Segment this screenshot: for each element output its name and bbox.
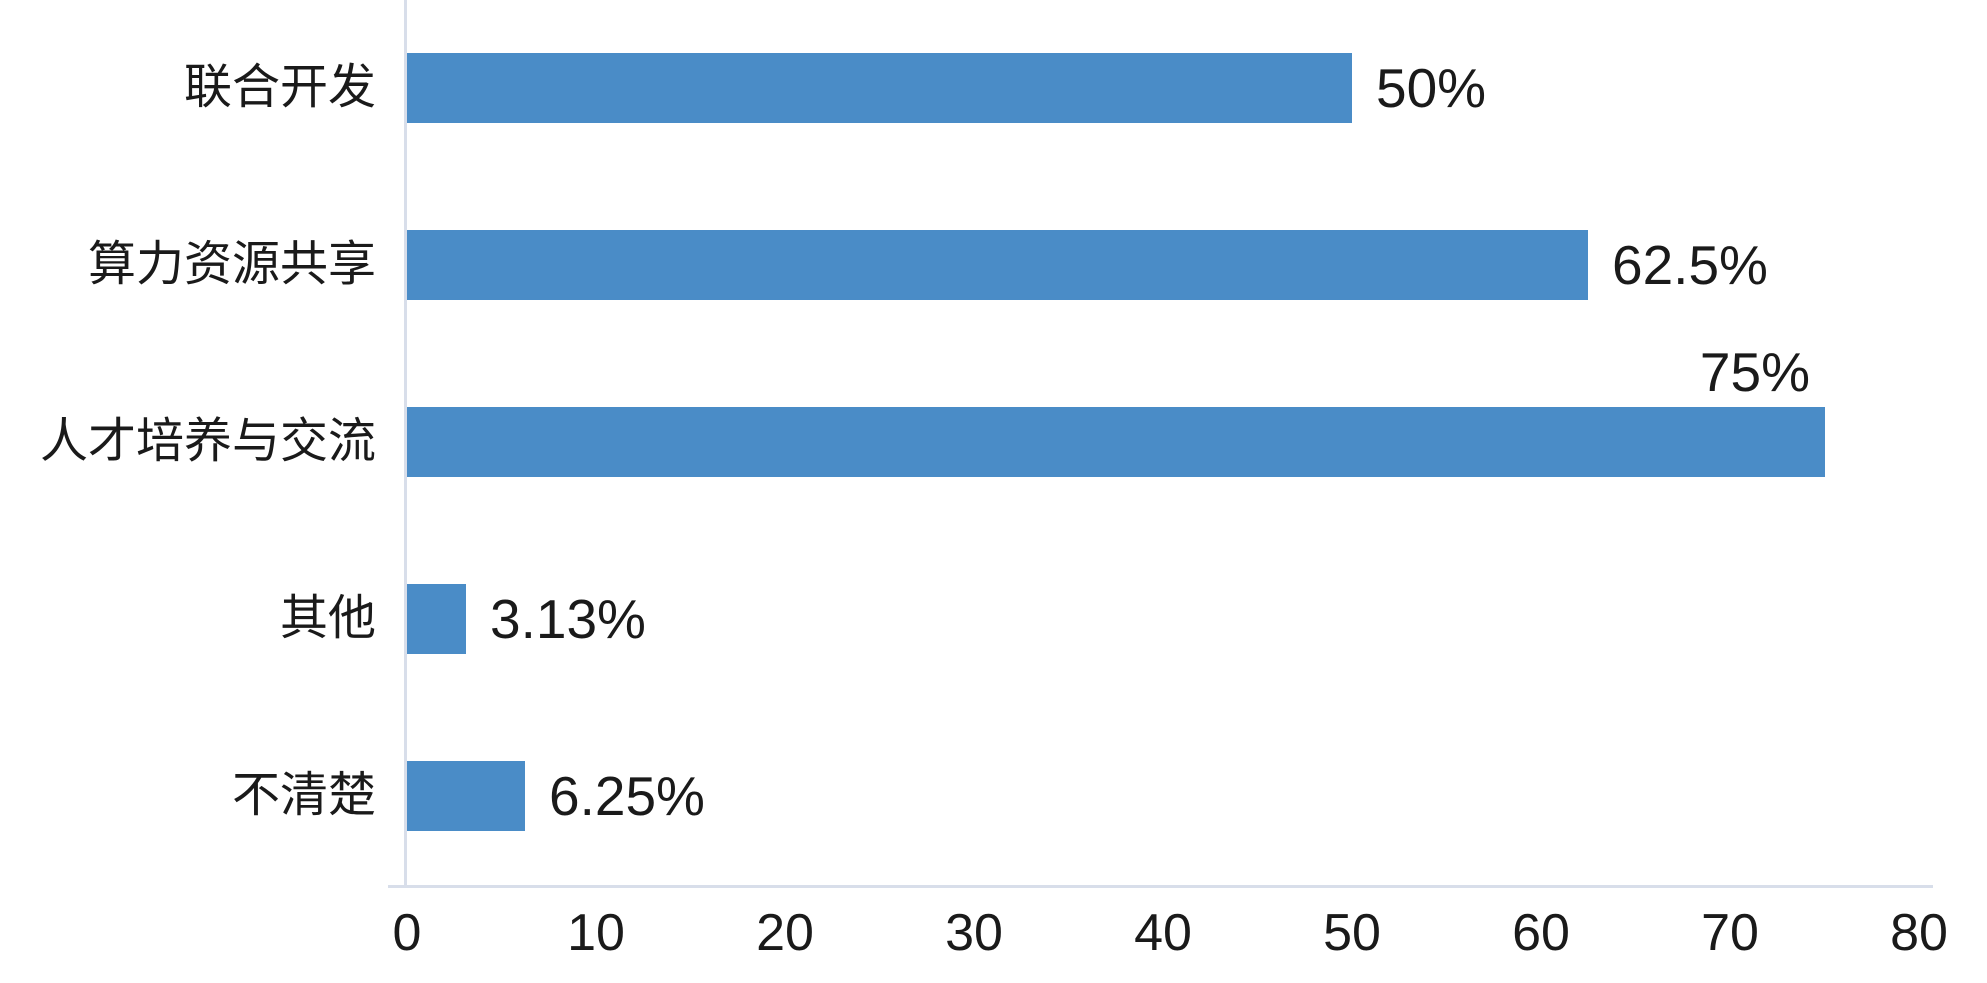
x-tick-label: 20 [756, 904, 814, 962]
value-label: 3.13% [490, 588, 646, 650]
category-label: 联合开发 [183, 61, 376, 114]
bar [407, 761, 525, 831]
category-label: 算力资源共享 [87, 238, 376, 291]
x-tick-label: 10 [567, 904, 625, 962]
bar [407, 584, 466, 654]
bar [407, 53, 1352, 123]
y-axis-line [404, 0, 407, 888]
x-tick-label: 60 [1512, 904, 1570, 962]
x-tick-label: 0 [392, 904, 422, 962]
category-label: 不清楚 [231, 769, 376, 822]
x-axis-line [388, 885, 1933, 888]
x-tick-label: 40 [1134, 904, 1192, 962]
bar [407, 407, 1825, 477]
x-tick-label: 30 [945, 904, 1003, 962]
x-tick-label: 50 [1323, 904, 1381, 962]
category-label: 其他 [279, 592, 376, 645]
category-label: 人才培养与交流 [39, 415, 376, 468]
value-label: 6.25% [549, 765, 705, 827]
value-label: 62.5% [1612, 234, 1768, 296]
value-label: 75% [1699, 341, 1810, 403]
value-label: 50% [1376, 57, 1487, 119]
bar [407, 230, 1588, 300]
x-tick-label: 80 [1890, 904, 1948, 962]
x-tick-label: 70 [1701, 904, 1759, 962]
